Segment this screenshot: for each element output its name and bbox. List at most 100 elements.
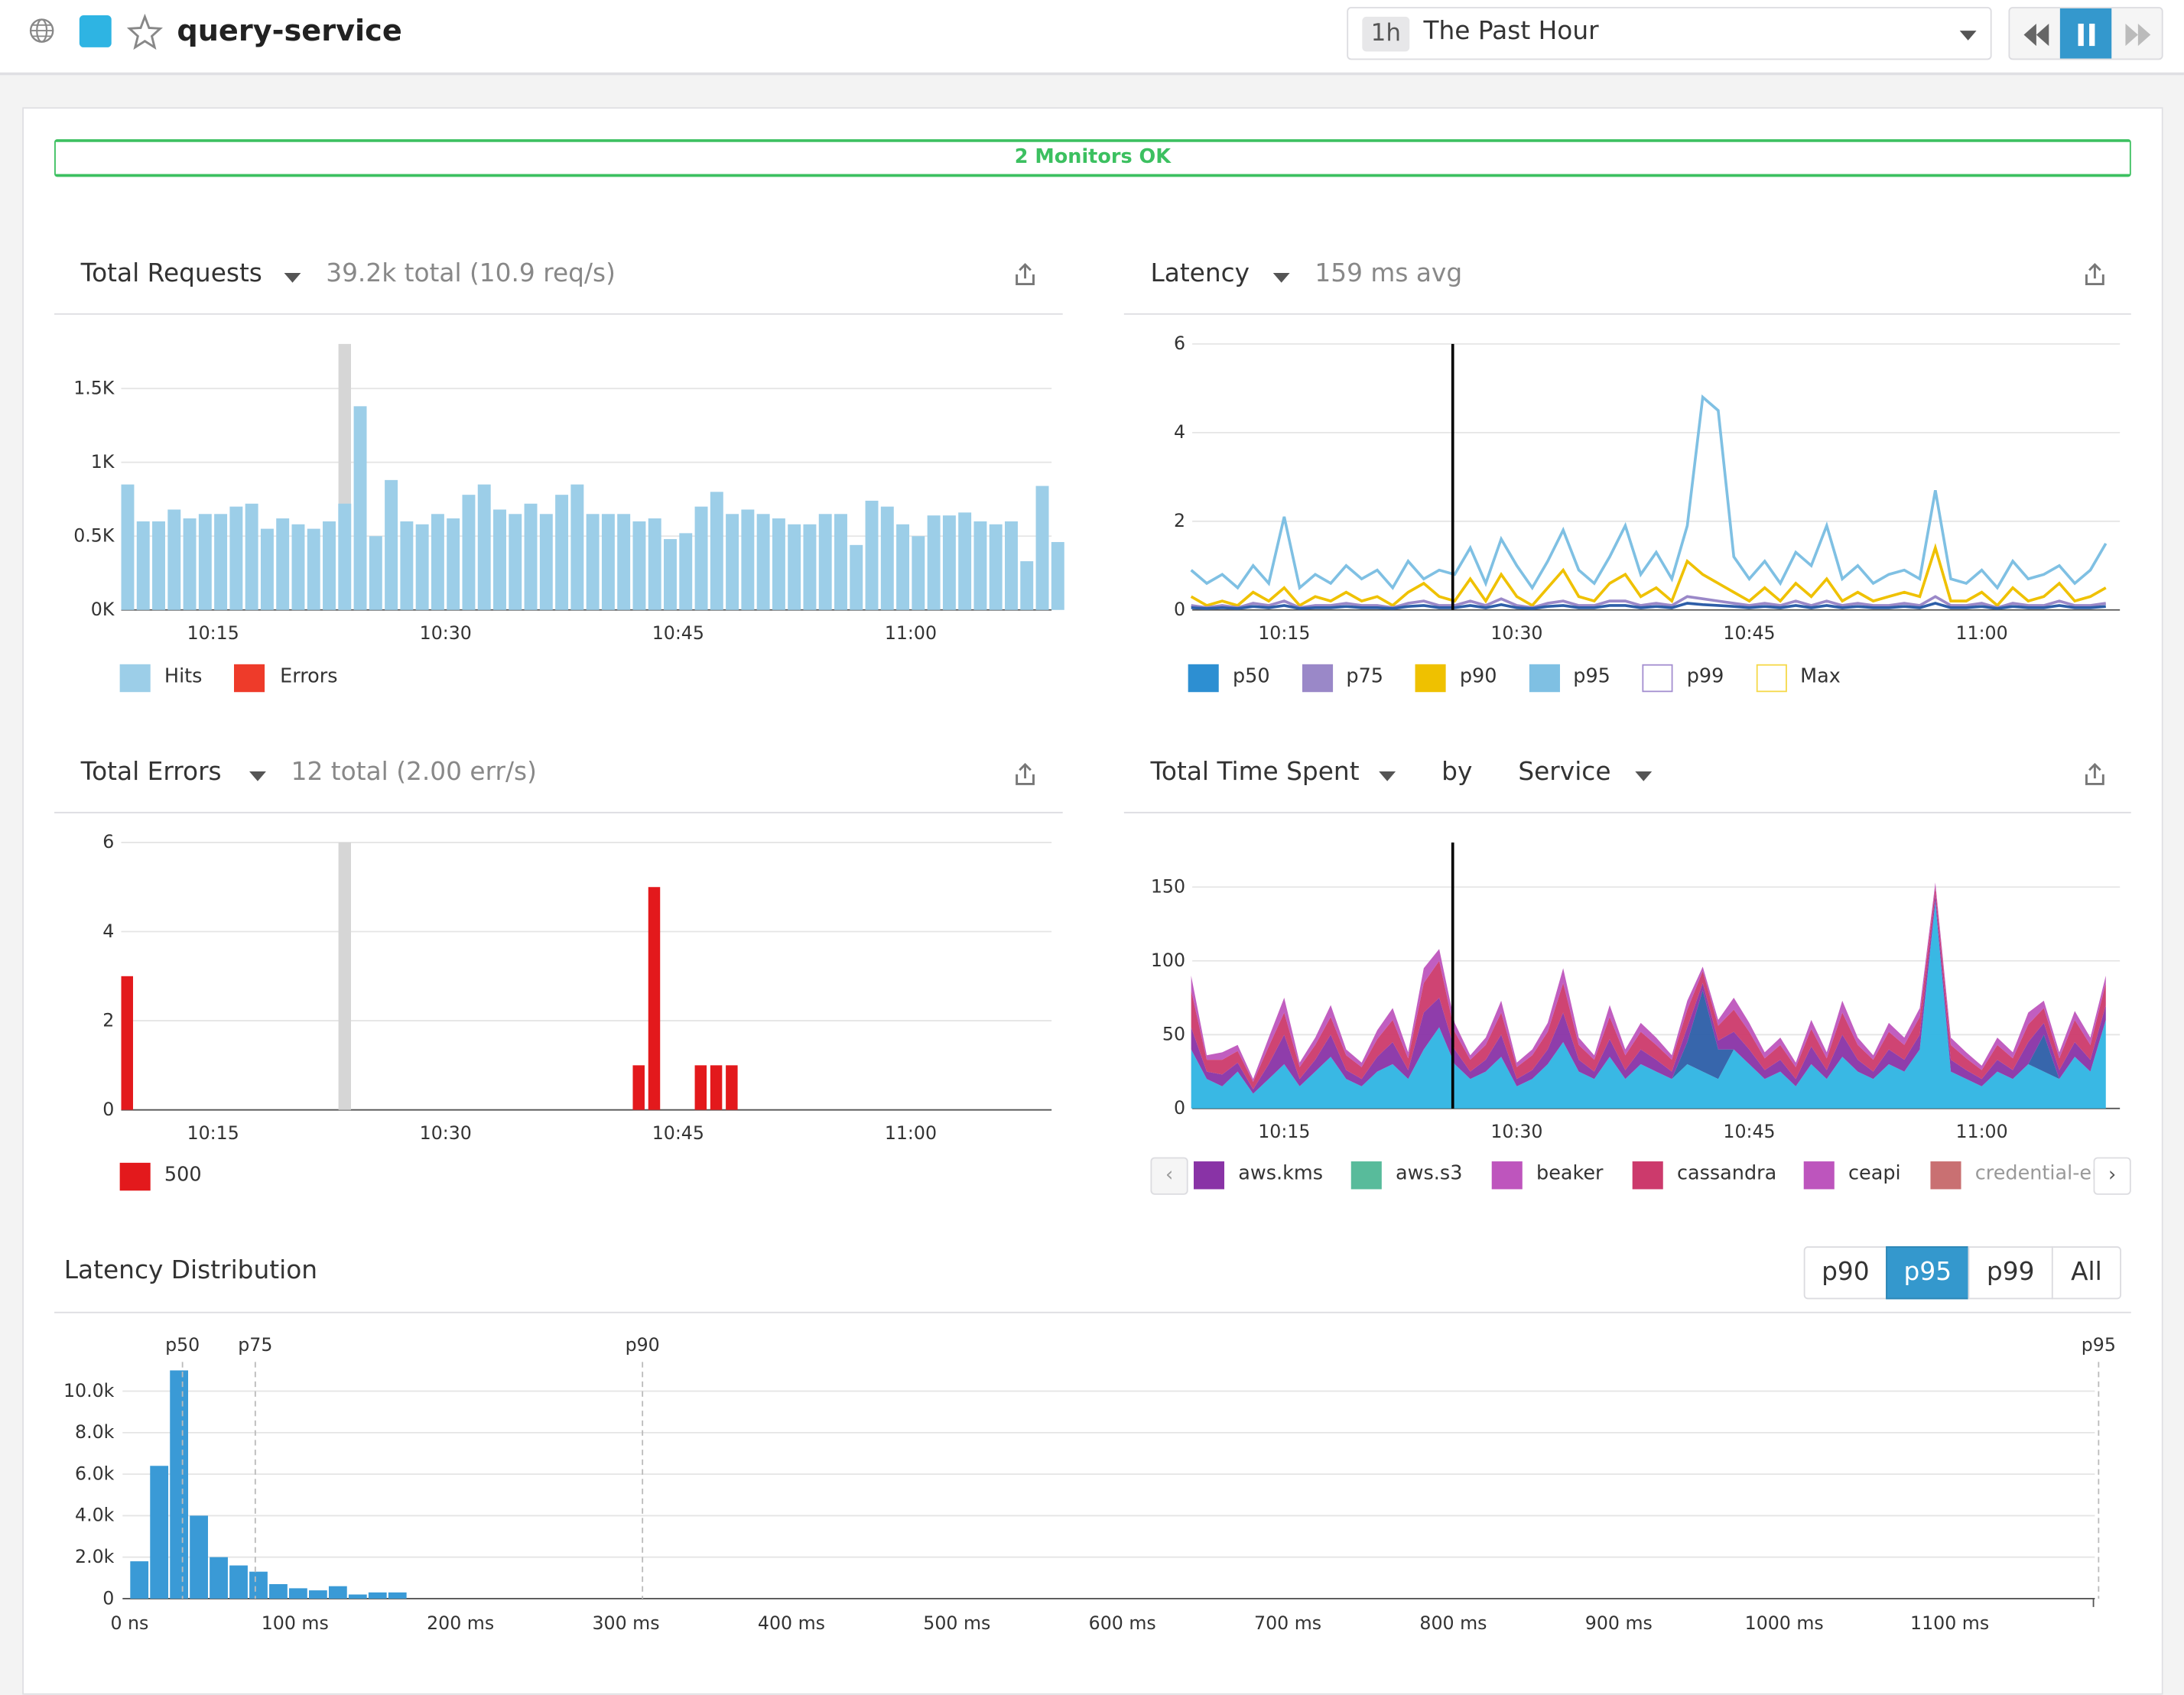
bar-hits [524,503,538,610]
globe-icon[interactable] [28,17,55,44]
star-icon[interactable] [126,14,163,50]
tab-p90[interactable]: p90 [1803,1246,1887,1300]
x-tick-label: 200 ms [427,1612,494,1634]
chevron-down-icon[interactable] [1635,771,1653,781]
bar-hits [726,514,739,610]
y-tick-label: 2 [1174,510,1185,531]
top-bar: query-service 1h The Past Hour [0,0,2184,76]
group-by-select[interactable]: Service [1518,757,1611,787]
timeframe-label: The Past Hour [1423,16,1599,47]
rewind-button[interactable] [2010,8,2061,59]
legend-label-p99[interactable]: p99 [1686,665,1724,688]
histogram-bar [388,1592,407,1599]
legend-label-aws-kms[interactable]: aws.kms [1238,1162,1323,1186]
legend-label-p95[interactable]: p95 [1573,665,1610,688]
x-tick-label: 400 ms [758,1612,825,1634]
bar-hits [447,518,460,610]
area-cassandra [1191,887,2106,1089]
playback-controls [2008,7,2163,60]
tab-all[interactable]: All [2051,1246,2121,1300]
bar-error-500 [632,1065,645,1110]
legend-next-button[interactable]: › [2093,1157,2131,1195]
timeframe-selector[interactable]: 1h The Past Hour [1347,7,1992,60]
share-icon[interactable] [1012,761,1038,787]
bar-hits [1020,561,1034,610]
y-tick-label: 2 [102,1009,114,1031]
dashboard-panel [22,107,2163,1695]
bar-hits [679,533,693,610]
x-tick-label: 10:30 [1490,1121,1542,1142]
bar-error-500 [694,1065,707,1110]
legend-label-Max[interactable]: Max [1800,665,1841,688]
chevron-down-icon[interactable] [1272,272,1290,283]
page-title: query-service [177,14,402,47]
legend-label-credential-en[interactable]: credential-en [1974,1162,2094,1186]
bar-hits [539,514,553,610]
histogram-bar [249,1571,268,1599]
histogram-bar [229,1565,248,1599]
x-tick-label: 10:15 [187,622,239,644]
legend-swatch-500 [119,1162,151,1191]
bar-error-500 [121,976,133,1110]
legend-label-p75[interactable]: p75 [1346,665,1384,688]
legend-label-p90[interactable]: p90 [1459,665,1497,688]
histogram-bar [289,1588,307,1599]
histogram-bar [190,1515,208,1599]
share-icon[interactable] [2082,761,2108,787]
latency-legend: p50 p75 p90 p95 p99 Max [1188,664,2094,695]
tab-p95[interactable]: p95 [1886,1246,1970,1300]
chevron-down-icon[interactable] [1379,771,1396,781]
line-p90 [1190,543,2107,608]
bar-hits [245,503,258,610]
legend-prev-button[interactable]: ‹ [1150,1157,1188,1195]
legend-swatch-p75 [1302,664,1333,693]
divider [54,1311,2131,1313]
legend-label-ceapi[interactable]: ceapi [1848,1162,1901,1186]
bar-hits [880,506,894,610]
legend-label-p50[interactable]: p50 [1232,665,1270,688]
x-tick-label: 1000 ms [1745,1612,1824,1634]
fast-forward-button[interactable] [2111,8,2162,59]
y-tick-label: 4 [1174,421,1185,443]
legend-label-cassandra[interactable]: cassandra [1676,1162,1777,1186]
bar-hits [617,514,631,610]
bar-hits [415,524,429,610]
bar-hits [369,536,382,610]
bar-hits [214,514,228,610]
y-tick-label: 150 [1151,876,1185,898]
x-tick-label: 10:30 [420,622,472,644]
chevron-down-icon[interactable] [249,771,266,781]
y-tick-label: 2.0k [75,1546,115,1567]
marker-label-p90: p90 [626,1334,660,1356]
bar-hits [912,536,925,610]
widget-title-latency: Latency [1150,258,1250,289]
histogram-bar [210,1557,228,1599]
x-tick-label: 1100 ms [1910,1612,1989,1634]
bar-hits [632,521,646,610]
bar-hits [586,514,600,610]
legend-label-errors: Errors [280,665,338,688]
y-tick-label: 0 [1174,599,1185,620]
bar-hits [989,524,1003,610]
x-tick-label: 10:15 [1258,1121,1310,1142]
hover-cursor [338,842,351,1110]
legend-label-aws-s3[interactable]: aws.s3 [1396,1162,1463,1186]
share-icon[interactable] [2082,261,2108,287]
y-tick-label: 6 [1174,333,1185,354]
legend-swatch-Max [1755,664,1786,693]
area-aws.kms [1191,894,2106,1094]
histogram-bar [328,1586,347,1599]
bar-hits [1051,541,1064,610]
bar-hits [183,518,197,610]
x-tick-label: 900 ms [1585,1612,1653,1634]
bar-hits [167,509,181,610]
bar-hits [756,514,770,610]
share-icon[interactable] [1012,261,1038,287]
monitor-status-banner[interactable]: 2 Monitors OK [54,139,2131,177]
pause-button[interactable] [2059,8,2112,59]
chevron-down-icon[interactable] [284,272,301,283]
histogram-bar [150,1466,169,1599]
y-tick-label: 0 [102,1099,114,1120]
bar-hits [958,512,972,610]
legend-label-beaker[interactable]: beaker [1536,1162,1604,1186]
